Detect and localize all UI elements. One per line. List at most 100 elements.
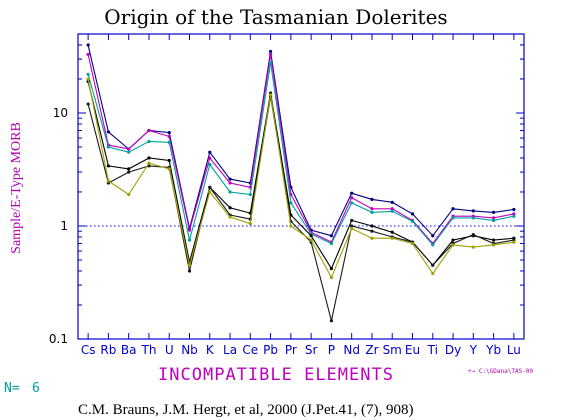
series-1 <box>86 43 516 238</box>
data-point <box>289 224 293 228</box>
data-point <box>106 130 111 134</box>
data-point <box>512 214 516 218</box>
x-tick-label: Sm <box>383 343 402 357</box>
data-point <box>471 232 475 237</box>
data-point <box>491 238 496 242</box>
data-point <box>208 190 212 194</box>
citation: C.M. Brauns, J.M. Hergt, et al, 2000 (J.… <box>78 402 414 418</box>
data-point <box>451 216 455 220</box>
x-tick-label: U <box>165 343 174 357</box>
data-point <box>390 230 394 234</box>
data-point <box>309 234 313 238</box>
x-tick-label: La <box>223 343 237 357</box>
x-tick-label: P <box>328 343 335 357</box>
data-point <box>208 185 212 189</box>
data-point <box>86 52 90 56</box>
data-point <box>350 224 354 228</box>
data-point <box>370 229 374 233</box>
data-point <box>431 243 435 247</box>
y-tick-label: 10 <box>53 106 68 120</box>
data-point <box>147 161 151 165</box>
data-point <box>451 207 455 211</box>
data-point <box>228 215 232 219</box>
data-point <box>390 200 394 204</box>
data-point <box>491 216 496 220</box>
x-tick-label: Ce <box>242 343 258 357</box>
data-point <box>410 212 415 216</box>
series-4 <box>86 79 516 271</box>
series-2 <box>86 52 516 246</box>
data-point <box>370 210 374 214</box>
x-tick-label: Nb <box>181 343 198 357</box>
series-layer <box>86 43 516 323</box>
x-tick-label: K <box>206 343 215 357</box>
x-tick-label: Zr <box>365 343 378 357</box>
series-line <box>87 78 514 279</box>
data-point <box>147 156 151 160</box>
plot-frame <box>77 33 525 340</box>
data-point <box>390 209 394 213</box>
data-point <box>431 271 435 276</box>
data-point <box>86 72 90 76</box>
data-point <box>187 228 192 232</box>
x-tick-label: Nd <box>343 343 360 357</box>
data-point <box>451 243 455 247</box>
file-path-note: +→ C:\GDana\TAS-00 <box>468 368 533 375</box>
data-point <box>127 150 131 154</box>
data-point <box>471 216 475 220</box>
data-point <box>350 226 354 231</box>
series-3 <box>86 60 516 247</box>
x-tick-label: Y <box>469 343 478 357</box>
data-point <box>329 319 334 323</box>
data-point <box>228 181 232 185</box>
data-point <box>350 191 354 195</box>
y-tick-label: 1 <box>60 219 68 233</box>
data-point <box>471 209 475 213</box>
data-point <box>289 201 293 205</box>
x-tick-label: Cs <box>81 343 96 357</box>
data-point <box>167 158 171 163</box>
series-line <box>87 44 514 237</box>
x-tick-label: Pb <box>263 343 278 357</box>
x-tick-label: Yb <box>485 343 501 357</box>
data-point <box>167 167 171 171</box>
data-point <box>491 243 496 247</box>
data-point <box>187 238 192 242</box>
series-line <box>87 81 514 270</box>
x-tick-label: Lu <box>507 343 521 357</box>
data-point <box>410 241 415 246</box>
data-point <box>106 145 111 149</box>
data-point <box>187 263 192 267</box>
data-point <box>268 52 273 56</box>
data-point <box>208 156 212 160</box>
sample-count-value: 6 <box>32 381 40 396</box>
data-point <box>86 43 90 47</box>
data-point <box>329 241 334 246</box>
data-point <box>350 201 354 205</box>
y-axis-label: Sample/E-Type MORB <box>9 122 24 254</box>
x-tick-label: Rb <box>100 343 116 357</box>
series-6 <box>86 77 516 280</box>
series-line <box>87 54 515 245</box>
data-point <box>512 212 516 216</box>
data-point <box>329 266 334 271</box>
data-point <box>167 140 171 144</box>
x-axis: Cs Rb Ba Th U Nb K La Ce Pb Pr Sr P Nd Zr Sm Eu Ti Dy Y Yb Lu <box>81 34 521 357</box>
data-point <box>147 139 151 144</box>
data-point <box>329 275 334 280</box>
data-point <box>86 77 90 81</box>
data-point <box>370 197 374 201</box>
data-point <box>106 179 111 183</box>
data-point <box>268 49 273 54</box>
data-point <box>431 263 435 267</box>
x-tick-label: Th <box>140 343 156 357</box>
data-point <box>370 236 374 240</box>
data-point <box>390 207 394 211</box>
data-point <box>228 177 232 181</box>
chart-title: Origin of the Tasmanian Dolerites <box>104 5 447 29</box>
data-point <box>228 206 232 210</box>
data-point <box>106 164 111 168</box>
data-point <box>491 210 496 214</box>
data-point <box>512 207 516 212</box>
data-point <box>350 218 354 223</box>
